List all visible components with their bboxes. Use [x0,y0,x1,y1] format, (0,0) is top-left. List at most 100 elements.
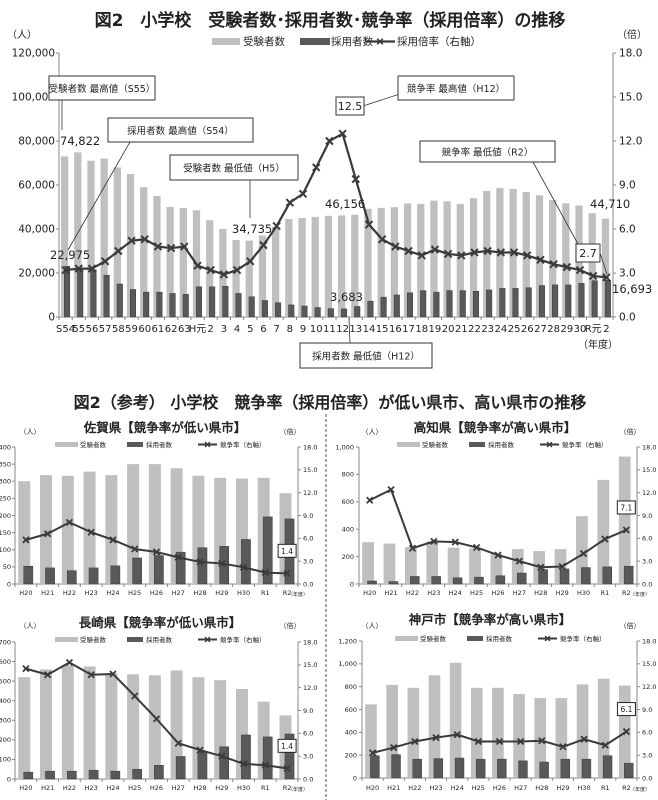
right-tick-label: 12.0 [642,683,656,691]
rate-point [538,737,546,745]
left-axis-unit: （人） [362,428,383,436]
rate-point [65,518,74,526]
left-tick-label: 1,000 [338,660,357,668]
bar-hires [472,291,479,318]
x-tick-label: 7 [273,324,279,335]
x-tick-label: H21 [41,589,54,597]
rate-point [140,235,149,244]
legend-label-hires: 採用者数 [488,440,515,449]
rate-point [180,242,189,251]
legend-label-rate: 競争率（右軸） [220,635,266,644]
right-tick-label: 18.0 [642,637,656,645]
x-tick-label: 12 [336,324,349,335]
rate-point [602,273,611,282]
bar-examinees [324,215,333,317]
bar-examinees [192,677,205,779]
rate-point [87,528,95,536]
rate-point [495,737,504,746]
rate-point [523,251,532,260]
x-tick-label: H29 [556,589,569,597]
rate-point [622,526,630,534]
x-axis-unit: （年度） [288,786,308,793]
x-tick-label: H28 [193,589,206,597]
bar-examinees [100,158,108,317]
bar-hires [380,296,387,318]
legend-swatch-hires [300,38,330,45]
rate-point [232,265,242,275]
x-tick-label: 23 [481,324,494,335]
callout-box [107,117,254,143]
x-tick-label: 18 [415,324,428,335]
bar-hires [110,565,121,585]
callout-box [299,342,433,369]
x-tick-label: H26 [491,589,504,597]
bar-hires [459,290,466,318]
left-tick-label: 60,000 [18,180,55,192]
x-tick-label: H22 [408,784,421,792]
rate-point [390,743,398,752]
rate-point [166,243,176,253]
value-label: 16,693 [612,282,652,296]
rate-point [325,136,334,146]
x-tick-label: R2 [622,589,631,597]
x-tick-label: 26 [521,324,534,335]
x-tick-label: 10 [310,324,323,335]
callout-box [616,702,636,717]
left-axis-unit: （人） [362,622,383,630]
callout-box [419,140,556,163]
callout-label: 受験者数 最低値（H5） [183,163,285,175]
bar-hires [354,306,361,318]
x-tick-label: 9 [300,324,306,335]
legend: 受験者数 採用者数 競争率（右軸） [55,440,266,449]
rate-point [261,568,269,577]
bar-hires [132,557,142,585]
bar-hires [516,572,527,585]
bar-examinees [127,674,140,779]
bar-examinees [362,542,374,584]
right-tick-label: 6.0 [303,730,313,738]
right-tick-label: 18.0 [619,48,642,60]
bar-examinees [311,216,319,317]
bar-hires [518,760,528,779]
x-tick-label: 62 [165,324,178,335]
bar-examinees [74,152,82,317]
x-tick-label: H26 [150,589,163,597]
legend-marker-icon [546,441,553,448]
bar-hires [420,290,427,318]
right-tick-label: 0.0 [642,774,652,782]
bar-hires [314,307,321,318]
bar-examinees [61,475,74,584]
chart-title: 佐賀県【競争率が低い県市】 [83,420,247,435]
chart-2: 高知県【競争率が高い県市】 （人） （倍） 0 200 400 600 800 1,000 0.0… [335,420,656,598]
x-tick-label: H30 [577,589,590,597]
bar-examinees [511,549,524,584]
legend-label-rate: 採用倍率（右軸） [397,35,481,48]
x-tick-label: H23 [85,589,98,597]
bar-examinees [390,207,398,317]
legend-label-examinees: 受験者数 [420,634,447,643]
x-tick-label: R1 [261,784,270,792]
bar-examinees [272,226,280,317]
rate-point [472,543,481,552]
bar-examinees [443,201,451,317]
left-tick-label: 0 [7,775,11,783]
bar-examinees [40,669,53,779]
left-tick-label: 50 [3,563,11,571]
rate-point [364,220,374,229]
bar-examinees [105,673,118,779]
rate-point [515,557,524,565]
latest-rate-label: 1.4 [281,742,293,751]
x-tick-label: H29 [215,589,228,597]
bar-examinees [60,156,69,317]
bar-hires [235,293,242,318]
x-tick-label: H29 [556,784,569,792]
left-tick-label: 0 [48,312,55,324]
bar-hires [602,755,613,779]
x-tick-label: 16 [389,324,402,335]
right-axis-unit: （倍） [620,621,641,630]
x-axis-unit: （年度） [630,786,650,793]
legend-swatch-hires [127,442,143,447]
legend-label-rate: 競争率（右軸） [220,440,266,449]
rate-point [601,535,609,543]
callout-box [277,543,297,558]
